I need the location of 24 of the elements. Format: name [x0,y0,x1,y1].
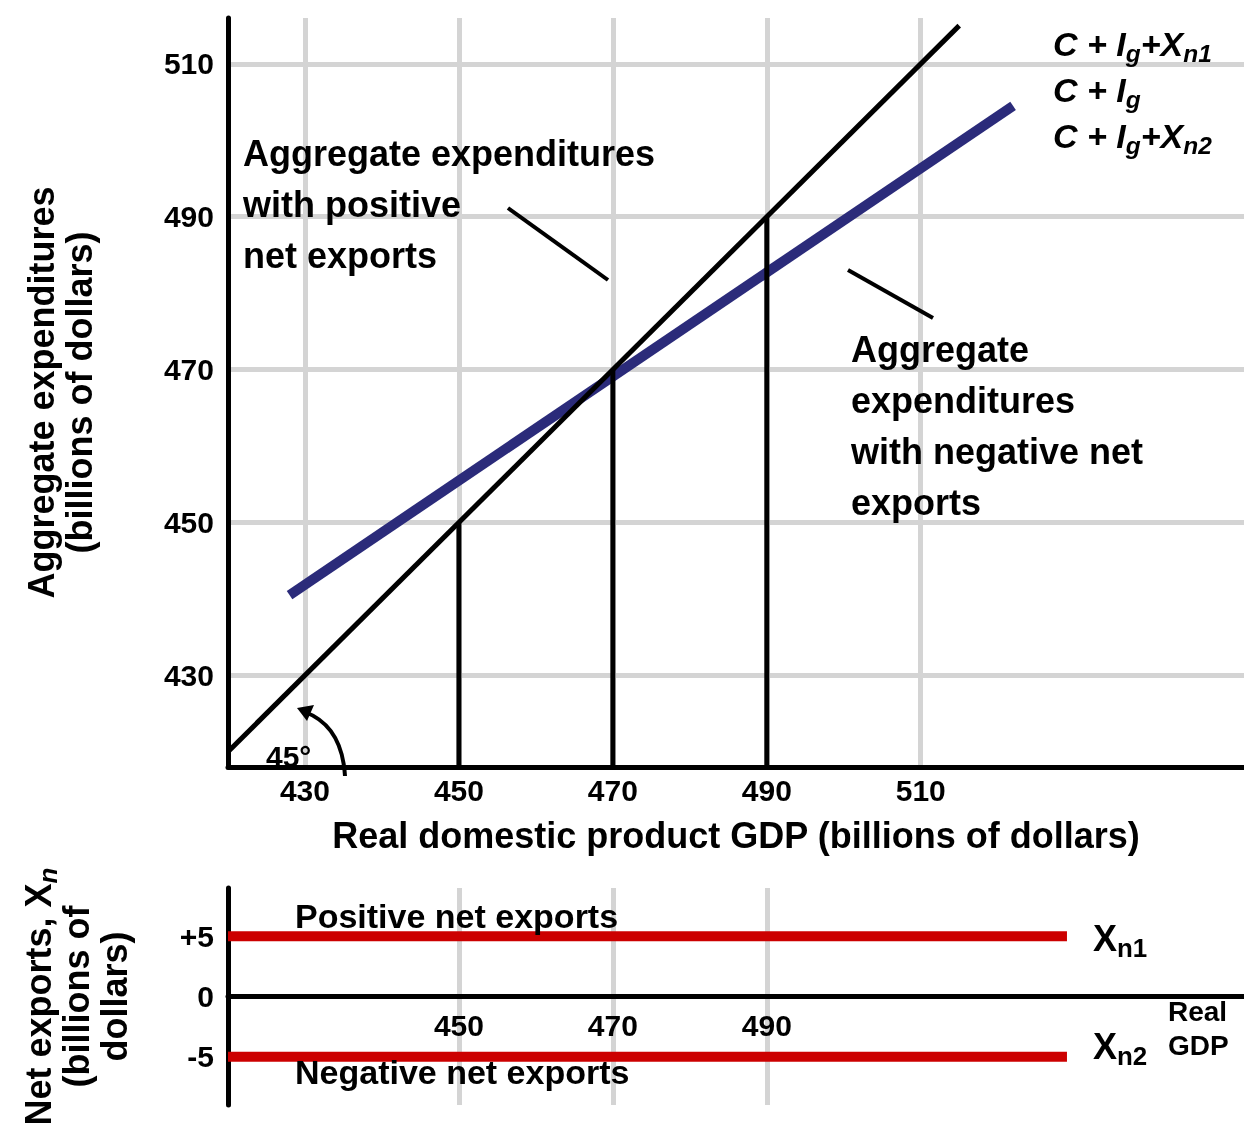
x-tick-label: 450 [433,773,484,807]
annotation: Aggregate expenditures with negative net exports [850,329,1144,523]
y-tick-label: +5 [179,919,214,953]
x-tick-label: 510 [895,773,946,807]
y-tick-label: 510 [163,47,214,81]
y-axis-title: Net exports, Xn (billions of dollars) [17,867,135,1126]
y-tick-label: 490 [163,200,214,234]
x-tick-label: 470 [587,773,638,807]
x-tick-label: 430 [279,773,330,807]
y-axis-title: Aggregate expenditures (billions of dollars) [20,186,100,599]
annotation: Negative net exports [295,1053,630,1091]
y-tick-label: 450 [163,505,214,539]
y-tick-label: 0 [197,980,214,1013]
x-axis-title: Real GDP [1168,995,1229,1061]
x-tick-label: 450 [433,1009,484,1042]
y-tick-label: -5 [187,1040,214,1074]
y-tick-label: 470 [163,353,214,387]
x-tick-label: 490 [741,773,792,807]
x-tick-label: 470 [587,1009,638,1042]
annotation: Positive net exports [295,897,619,935]
x-tick-label: 490 [741,1009,792,1042]
y-tick-label: 430 [163,658,214,692]
annotation: Aggregate expenditures with positive net exports [242,133,656,276]
x-axis-title: Real domestic product GDP (billions of dollars) [332,814,1140,856]
